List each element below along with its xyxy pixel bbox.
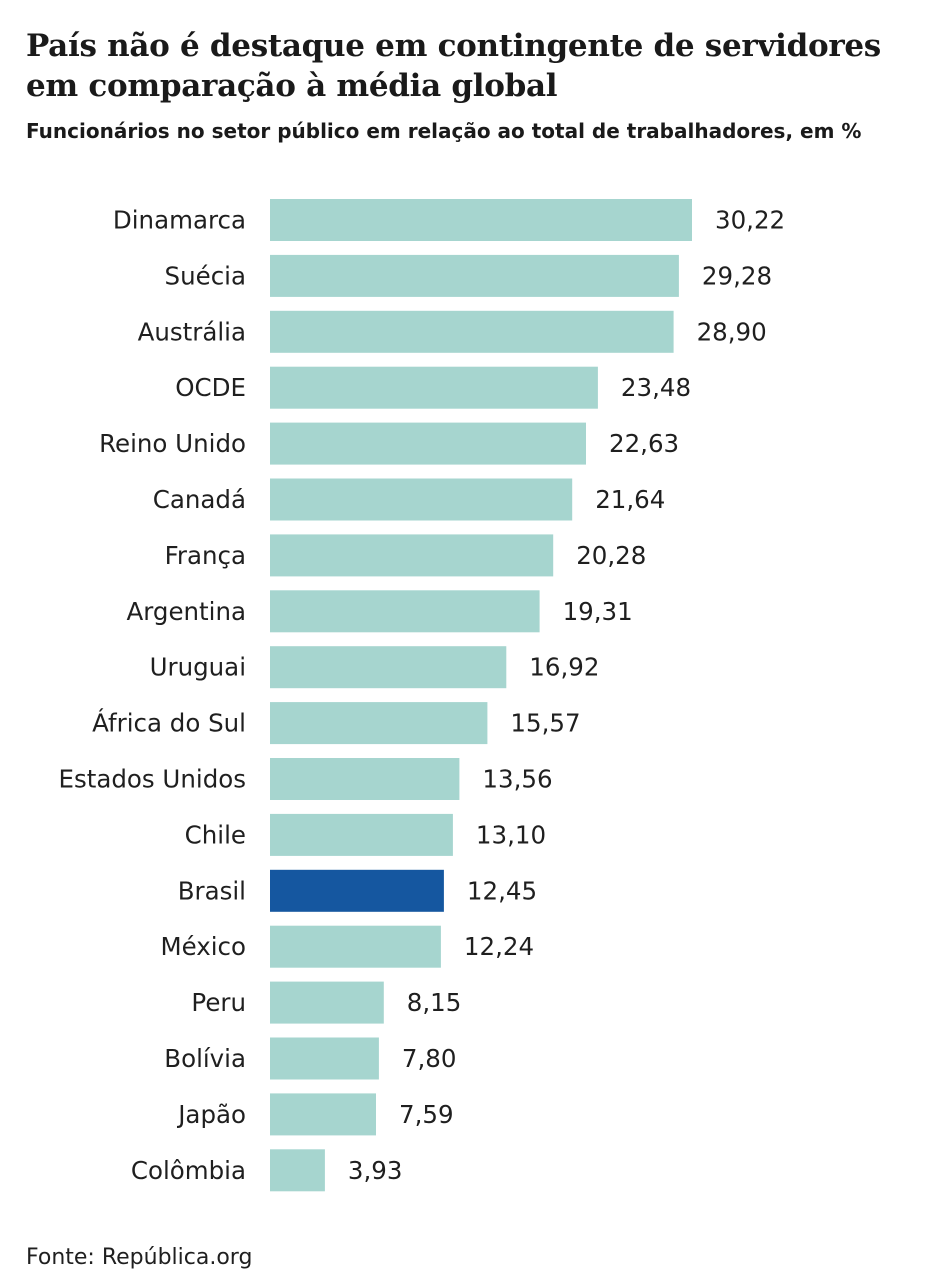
bar-peru (270, 981, 384, 1024)
bar-mexico (270, 925, 441, 968)
bar-australia (270, 310, 674, 353)
value-label-bolivia: 7,80 (402, 1044, 457, 1073)
value-label-peru: 8,15 (407, 988, 462, 1017)
bar-bolivia (270, 1037, 379, 1080)
value-label-australia: 28,90 (697, 317, 767, 346)
value-label-dinamarca: 30,22 (715, 206, 785, 235)
category-label-dinamarca: Dinamarca (113, 206, 246, 235)
value-label-africa-do-sul: 15,57 (510, 709, 580, 738)
value-label-uruguai: 16,92 (529, 653, 599, 682)
bar-reino-unido (270, 422, 586, 465)
value-label-argentina: 19,31 (563, 597, 633, 626)
bar-row-estados-unidos: Estados Unidos 13,56 (58, 758, 553, 800)
bar-row-suecia: Suécia 29,28 (165, 254, 772, 297)
value-label-chile: 13,10 (476, 820, 546, 849)
category-label-africa-do-sul: África do Sul (92, 709, 246, 738)
bar-dinamarca (270, 199, 692, 241)
bar-row-peru: Peru 8,15 (191, 981, 462, 1024)
bar-argentina (270, 590, 540, 633)
category-label-franca: França (165, 541, 246, 570)
value-label-franca: 20,28 (576, 541, 646, 570)
chart-subtitle: Funcionários no setor público em relação… (26, 119, 862, 143)
category-label-peru: Peru (191, 988, 246, 1017)
category-label-estados-unidos: Estados Unidos (58, 765, 246, 794)
bar-row-uruguai: Uruguai 16,92 (150, 646, 599, 689)
value-label-reino-unido: 22,63 (609, 429, 679, 458)
bar-row-japao: Japão 7,59 (176, 1093, 454, 1136)
value-label-brasil: 12,45 (467, 876, 537, 905)
value-label-suecia: 29,28 (702, 261, 772, 290)
value-label-ocde: 23,48 (621, 373, 691, 402)
category-label-uruguai: Uruguai (150, 653, 246, 682)
category-label-brasil: Brasil (178, 876, 246, 905)
bar-row-ocde: OCDE 23,48 (175, 366, 691, 409)
bar-colombia (270, 1149, 325, 1192)
category-label-colombia: Colômbia (131, 1156, 246, 1185)
bar-row-franca: França 20,28 (165, 534, 646, 577)
bar-brasil (270, 869, 444, 912)
bar-row-africa-do-sul: África do Sul 15,57 (92, 702, 581, 745)
bar-row-argentina: Argentina 19,31 (126, 590, 633, 633)
bar-row-chile: Chile 13,10 (185, 813, 546, 856)
bar-ocde (270, 366, 598, 409)
bar-row-mexico: México 12,24 (160, 925, 534, 968)
bar-row-colombia: Colômbia 3,93 (131, 1149, 403, 1192)
category-label-canada: Canadá (153, 485, 246, 514)
bar-row-dinamarca: Dinamarca 30,22 (113, 199, 785, 241)
bar-franca (270, 534, 554, 577)
bar-canada (270, 478, 573, 521)
bar-row-bolivia: Bolívia 7,80 (164, 1037, 457, 1080)
bar-africa-do-sul (270, 702, 488, 745)
chart-title: País não é destaque em contingente de se… (26, 28, 881, 104)
category-label-argentina: Argentina (126, 597, 246, 626)
category-label-australia: Austrália (138, 317, 246, 346)
category-label-japao: Japão (176, 1100, 246, 1129)
value-label-estados-unidos: 13,56 (482, 765, 552, 794)
value-label-canada: 21,64 (595, 485, 665, 514)
value-label-mexico: 12,24 (464, 932, 534, 961)
category-label-ocde: OCDE (175, 373, 246, 402)
category-label-reino-unido: Reino Unido (99, 429, 246, 458)
bar-chile (270, 813, 453, 856)
bar-uruguai (270, 646, 507, 689)
value-label-colombia: 3,93 (348, 1156, 403, 1185)
source-note: Fonte: República.org (26, 1245, 253, 1270)
category-label-mexico: México (160, 932, 246, 961)
bar-estados-unidos (270, 758, 460, 800)
category-label-chile: Chile (185, 820, 246, 849)
category-label-suecia: Suécia (165, 261, 246, 290)
bar-row-canada: Canadá 21,64 (153, 478, 665, 521)
bar-japao (270, 1093, 376, 1136)
value-label-japao: 7,59 (399, 1100, 454, 1129)
category-label-bolivia: Bolívia (164, 1044, 246, 1073)
bar-row-brasil: Brasil 12,45 (178, 869, 537, 912)
bar-row-australia: Austrália 28,90 (138, 310, 767, 353)
bar-suecia (270, 254, 679, 297)
bar-row-reino-unido: Reino Unido 22,63 (99, 422, 679, 465)
